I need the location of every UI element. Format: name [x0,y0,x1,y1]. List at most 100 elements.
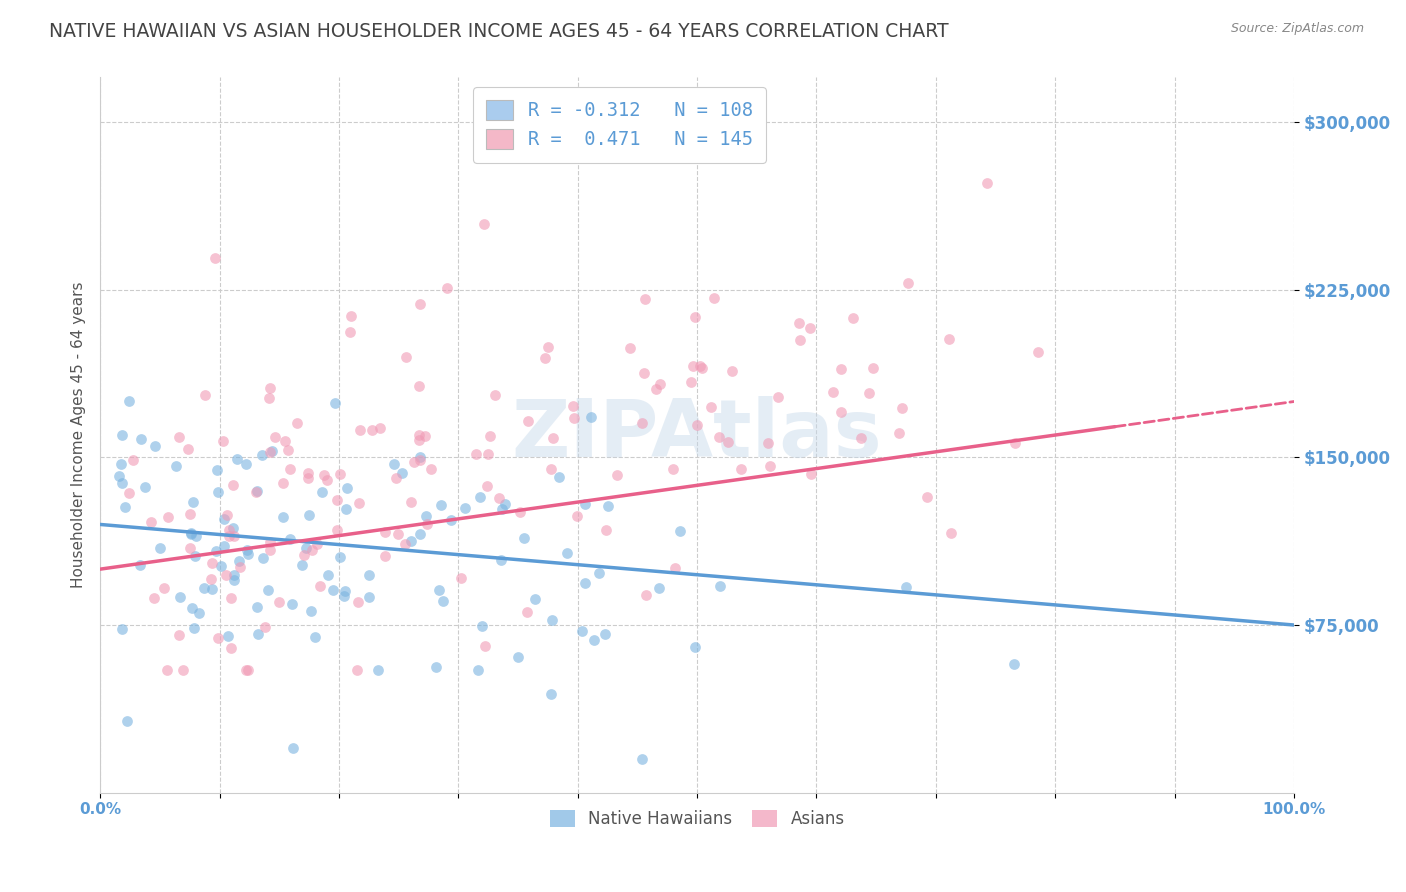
Point [703,291,725,305]
Point [540,462,562,476]
Point [143,591,166,605]
Point [259,391,281,405]
Point [335,502,357,516]
Point [648,376,671,391]
Point [408,297,430,311]
Point [329,550,352,565]
Point [329,467,352,482]
Point [633,366,655,380]
Point [209,558,232,573]
Point [274,434,297,449]
Point [391,466,413,480]
Point [235,663,257,677]
Point [214,539,236,553]
Point [283,741,305,756]
Point [408,427,430,442]
Point [429,498,451,512]
Point [183,494,205,508]
Point [588,566,610,581]
Point [291,558,314,573]
Point [401,533,423,548]
Point [631,752,654,766]
Point [111,428,134,442]
Point [110,475,132,490]
Point [682,359,704,373]
Point [897,276,920,290]
Point [425,660,447,674]
Point [669,524,692,538]
Point [297,466,319,480]
Point [271,475,294,490]
Point [439,513,461,527]
Point [221,591,243,605]
Point [339,326,361,340]
Point [415,429,437,443]
Legend: Native Hawaiians, Asians: Native Hawaiians, Asians [543,803,851,834]
Point [636,588,658,602]
Point [304,630,326,644]
Point [583,632,606,647]
Point [467,663,489,677]
Point [169,430,191,444]
Point [631,416,654,430]
Point [717,434,740,449]
Point [645,383,668,397]
Point [250,448,273,462]
Point [787,316,810,330]
Point [472,217,495,231]
Point [224,573,246,587]
Point [254,620,277,634]
Point [333,589,356,603]
Point [200,572,222,586]
Point [246,484,269,499]
Point [169,590,191,604]
Point [346,663,368,677]
Point [187,607,209,621]
Point [201,582,224,596]
Point [427,583,450,598]
Point [129,558,152,573]
Point [862,360,884,375]
Point [218,523,240,537]
Text: NATIVE HAWAIIAN VS ASIAN HOUSEHOLDER INCOME AGES 45 - 64 YEARS CORRELATION CHART: NATIVE HAWAIIAN VS ASIAN HOUSEHOLDER INC… [49,22,949,41]
Point [236,543,259,558]
Point [204,544,226,558]
Point [689,359,711,374]
Point [477,447,499,461]
Point [259,543,281,558]
Point [281,597,304,611]
Point [222,568,245,582]
Point [219,641,242,656]
Point [858,386,880,401]
Point [634,292,657,306]
Point [156,509,179,524]
Point [547,470,569,484]
Point [259,535,281,549]
Point [340,309,363,323]
Point [134,480,156,494]
Point [336,481,359,495]
Point [207,484,229,499]
Point [454,501,477,516]
Point [420,462,443,476]
Point [478,428,501,442]
Point [664,560,686,574]
Point [225,451,247,466]
Point [730,462,752,476]
Point [537,340,560,354]
Point [470,619,492,633]
Point [207,631,229,645]
Point [118,485,141,500]
Point [690,361,713,376]
Point [238,663,260,677]
Point [309,579,332,593]
Point [267,594,290,608]
Point [333,584,356,599]
Point [683,310,706,325]
Point [523,592,546,607]
Point [316,568,339,582]
Point [415,509,437,524]
Point [976,176,998,190]
Point [408,378,430,392]
Point [619,341,641,355]
